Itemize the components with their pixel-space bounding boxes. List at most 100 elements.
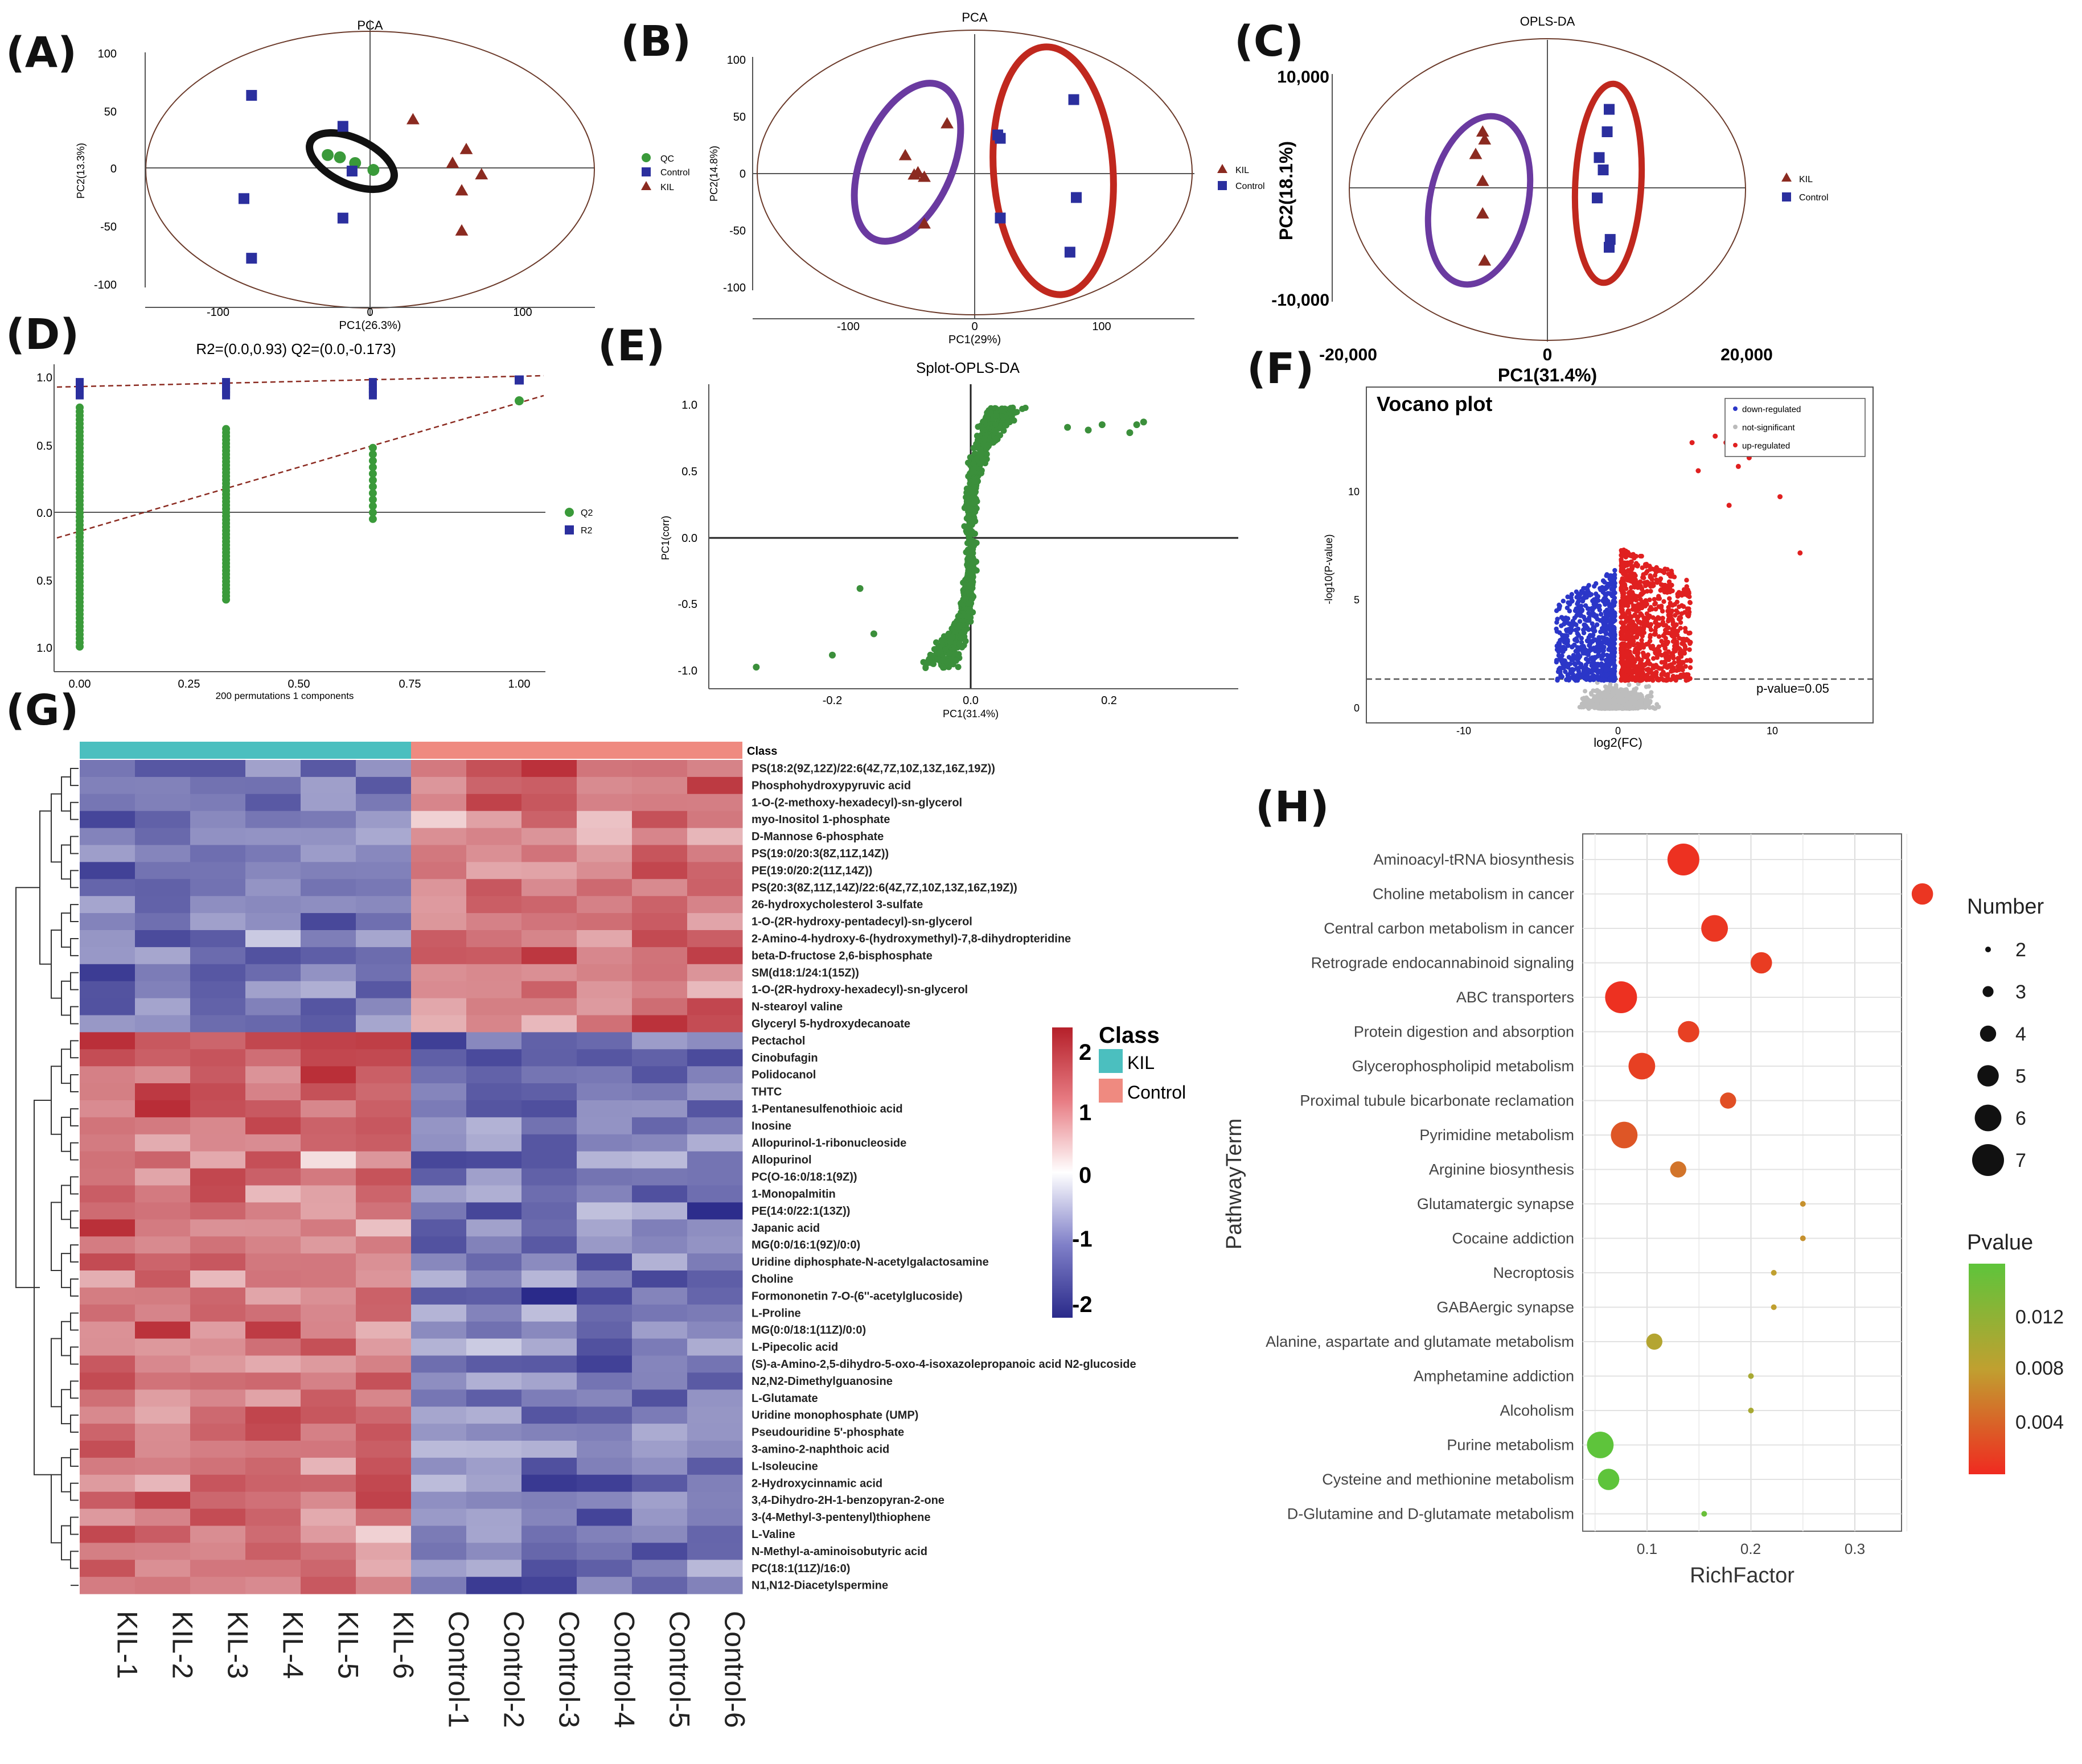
panel-f-point-up bbox=[1658, 603, 1664, 608]
heatmap-cell bbox=[632, 1525, 688, 1543]
panel-b-pca: PCA 100 50 0 -50 -100 -100 0 100 PC1(29%… bbox=[708, 10, 1265, 346]
heatmap-cell bbox=[577, 1100, 633, 1118]
panel-e-point bbox=[956, 634, 963, 641]
heatmap-cell bbox=[466, 1525, 522, 1543]
heatmap-cell bbox=[356, 1117, 412, 1135]
panel-f-point-up bbox=[1642, 622, 1648, 627]
panel-e-point bbox=[955, 664, 962, 671]
panel-f-point-down bbox=[1612, 568, 1617, 573]
panel-e-point bbox=[1000, 422, 1007, 429]
heatmap-cell bbox=[521, 1543, 577, 1560]
heatmap-cell bbox=[301, 1032, 356, 1050]
heatmap-cell bbox=[521, 828, 577, 845]
heatmap-cell bbox=[190, 896, 246, 914]
panel-f-point-up bbox=[1677, 646, 1682, 651]
panel-f-point-down bbox=[1607, 603, 1612, 609]
panel-h-pathway-label-4: ABC transporters bbox=[1456, 989, 1574, 1006]
heatmap-cell bbox=[577, 1066, 633, 1084]
heatmap-cell bbox=[190, 1117, 246, 1135]
panel-f-point-up bbox=[1640, 599, 1645, 605]
panel-f-legend: down-regulated not-significant up-regula… bbox=[1724, 398, 1866, 457]
panel-b-legend-kil: KIL bbox=[1235, 166, 1249, 175]
heatmap-row-label-17: Cinobufagin bbox=[752, 1052, 818, 1064]
panel-f-point-up bbox=[1647, 597, 1652, 603]
heatmap-cell bbox=[632, 1424, 688, 1441]
heatmap-cell bbox=[356, 1372, 412, 1390]
panel-f-point-up bbox=[1652, 602, 1657, 607]
dendrogram-branch bbox=[70, 1380, 79, 1399]
heatmap-row-label-40: 3-amino-2-naphthoic acid bbox=[752, 1444, 889, 1456]
dendrogram-branch bbox=[61, 1457, 71, 1492]
panel-f-point-up bbox=[1661, 570, 1667, 575]
heatmap-cell bbox=[521, 879, 577, 897]
panel-f-outlier-6 bbox=[1777, 494, 1783, 500]
dendrogram-branch bbox=[70, 1346, 79, 1365]
heatmap-legend-control-swatch bbox=[1099, 1079, 1123, 1103]
heatmap-row-label-15: Glyceryl 5-hydroxydecanoate bbox=[752, 1018, 910, 1030]
heatmap-cell bbox=[190, 1407, 246, 1424]
heatmap-row-label-1: Phosphohydroxypyruvic acid bbox=[752, 779, 911, 792]
heatmap-cell bbox=[301, 1577, 356, 1594]
panel-f-point-up bbox=[1647, 607, 1652, 612]
dendrogram-branch bbox=[70, 1551, 79, 1569]
panel-d-permutation: R2=(0.0,0.93) Q2=(0.0,-0.173) 1.0 0.5 0.… bbox=[36, 340, 593, 701]
heatmap-cell bbox=[411, 1304, 467, 1322]
panel-f-point-down bbox=[1588, 647, 1594, 652]
heatmap-cell bbox=[80, 930, 135, 948]
heatmap-row-label-10: 2-Amino-4-hydroxy-6-(hydroxymethyl)-7,8-… bbox=[752, 933, 1071, 945]
heatmap-cell bbox=[80, 1253, 135, 1271]
panel-f-point-up bbox=[1674, 632, 1680, 638]
panel-f-point-down bbox=[1579, 636, 1584, 641]
panel-h-point-10 bbox=[1800, 1201, 1806, 1207]
heatmap-cell bbox=[80, 1015, 135, 1033]
heatmap-cell bbox=[190, 1560, 246, 1577]
panel-f-point-up bbox=[1637, 630, 1642, 636]
heatmap-row-label-32: L-Proline bbox=[752, 1307, 801, 1319]
panel-f-point-up bbox=[1637, 627, 1643, 632]
heatmap-cell bbox=[245, 1253, 301, 1271]
heatmap-dendrogram bbox=[15, 767, 79, 1586]
panel-f-ytick-2: 0 bbox=[1354, 702, 1360, 714]
panel-e-outlier-0 bbox=[753, 663, 760, 671]
panel-f-point-down bbox=[1605, 581, 1611, 587]
heatmap-cell bbox=[577, 811, 633, 829]
heatmap-cell bbox=[521, 1253, 577, 1271]
panel-f-point-up bbox=[1679, 603, 1685, 608]
heatmap-cell bbox=[135, 1372, 191, 1390]
heatmap-cell bbox=[245, 1304, 301, 1322]
panel-f-point-down bbox=[1605, 667, 1611, 672]
panel-b-ytick-2: 0 bbox=[740, 168, 746, 180]
panel-c-oplsda: OPLS-DA 10,000 -10,000 -20,000 0 20,000 … bbox=[1271, 14, 1828, 385]
panel-e-point bbox=[967, 606, 974, 612]
panel-f-point-ns bbox=[1621, 688, 1627, 693]
panel-f-point-down bbox=[1561, 644, 1566, 650]
panel-f-point-down bbox=[1587, 642, 1592, 648]
panel-h-pathway-label-9: Arginine biosynthesis bbox=[1429, 1161, 1574, 1178]
panel-e-ytick-1: 0.5 bbox=[681, 466, 697, 478]
heatmap-cell bbox=[521, 1100, 577, 1118]
dendrogram-branch bbox=[51, 930, 61, 999]
heatmap-cell bbox=[687, 760, 743, 778]
panel-f-point-down bbox=[1582, 622, 1587, 627]
panel-a-legend-qc: QC bbox=[660, 154, 674, 164]
heatmap-cell bbox=[521, 1083, 577, 1101]
heatmap-cell bbox=[356, 1168, 412, 1186]
heatmap-cell bbox=[466, 1543, 522, 1560]
heatmap-cell bbox=[245, 879, 301, 897]
panel-f-point-down bbox=[1611, 676, 1617, 681]
heatmap-cell bbox=[466, 1338, 522, 1356]
panel-e-point bbox=[980, 441, 987, 448]
dendrogram-branch bbox=[70, 1415, 79, 1433]
heatmap-row-label-35: (S)-a-Amino-2,5-dihydro-5-oxo-4-isoxazol… bbox=[752, 1358, 1136, 1371]
panel-b-point-kil-4 bbox=[918, 170, 931, 182]
heatmap-cell bbox=[301, 1355, 356, 1373]
heatmap-cell bbox=[577, 1338, 633, 1356]
panel-f-point-up bbox=[1619, 579, 1624, 585]
heatmap-row-label-20: 1-Pentanesulfenothioic acid bbox=[752, 1103, 903, 1116]
dendrogram-branch bbox=[61, 1321, 71, 1356]
heatmap-cell bbox=[301, 896, 356, 914]
heatmap-cell bbox=[135, 1389, 191, 1407]
heatmap-class-bar-kil bbox=[80, 742, 411, 759]
heatmap-cell bbox=[687, 998, 743, 1015]
panel-h-size-legend-dot-1 bbox=[1982, 986, 1994, 997]
